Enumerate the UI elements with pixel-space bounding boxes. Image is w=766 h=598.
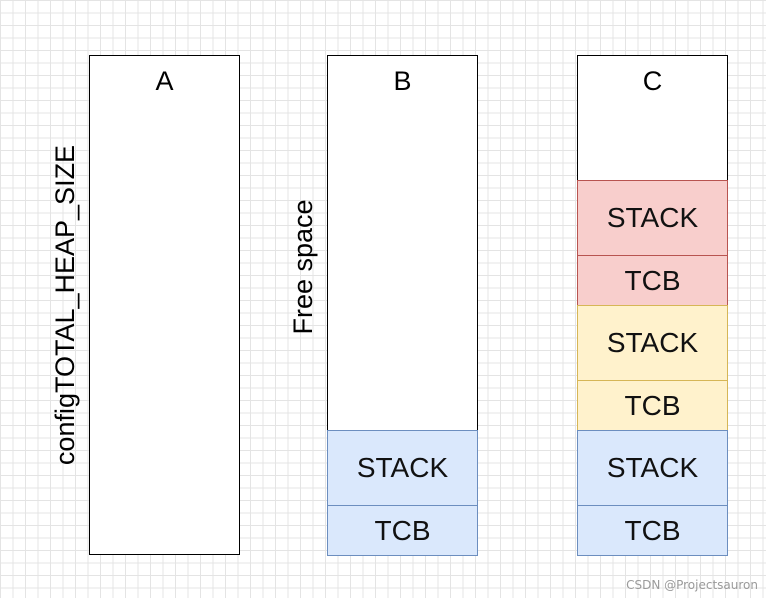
tcb-block-label: TCB <box>624 264 681 296</box>
watermark: CSDN @Projectsauron <box>626 578 758 592</box>
heap-column-a: A <box>89 55 240 555</box>
tcb-block: TCB <box>327 505 478 556</box>
column-b-label: B <box>393 66 412 96</box>
heap-column-b: B STACK TCB <box>327 55 478 556</box>
stack-block: STACK <box>577 430 728 506</box>
stack-block: STACK <box>577 180 728 256</box>
stack-block: STACK <box>577 305 728 381</box>
heap-size-label: configTOTAL_HEAP_SIZE <box>50 144 80 466</box>
tcb-block: TCB <box>577 380 728 431</box>
stack-block: STACK <box>327 430 478 506</box>
tcb-block-label: TCB <box>374 514 431 546</box>
stack-block-label: STACK <box>606 327 699 358</box>
stack-block-label: STACK <box>606 202 699 233</box>
stack-block-label: STACK <box>606 452 699 483</box>
heap-column-c: C STACK TCB STACK TCB STACK TCB <box>577 55 728 556</box>
tcb-block-label: TCB <box>624 514 681 546</box>
free-space-label: Free space <box>288 199 318 335</box>
tcb-block-label: TCB <box>624 389 681 421</box>
tcb-block: TCB <box>577 255 728 306</box>
stack-block-label: STACK <box>356 452 449 483</box>
column-c-label: C <box>642 66 663 96</box>
column-a-label: A <box>155 66 174 96</box>
tcb-block: TCB <box>577 505 728 556</box>
